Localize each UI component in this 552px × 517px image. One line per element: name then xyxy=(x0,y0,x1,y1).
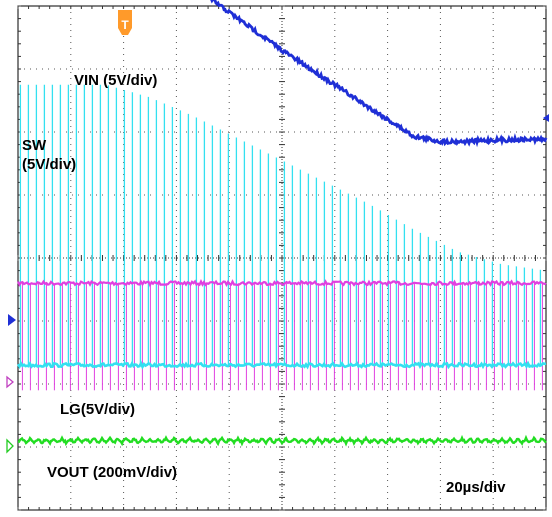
timebase-label: 20µs/div xyxy=(446,479,506,496)
trigger-marker-icon: T xyxy=(118,10,132,35)
ch-ref-arrow-vin-icon xyxy=(8,314,16,326)
vin-label: VIN (5V/div) xyxy=(74,72,158,89)
vin-trace xyxy=(210,0,548,148)
lg-trace xyxy=(16,360,547,370)
lg-label: LG(5V/div) xyxy=(60,401,136,418)
sw-label: SW xyxy=(22,137,47,154)
markers: T xyxy=(6,10,549,454)
grid xyxy=(17,5,547,511)
vout-trace xyxy=(17,434,547,447)
ch-ref-arrow-lg-icon xyxy=(6,375,15,389)
trigger-marker-label: T xyxy=(121,18,129,32)
traces xyxy=(16,0,548,447)
ch-ref-arrow-vout-icon xyxy=(6,438,14,454)
magenta-line xyxy=(17,278,547,288)
sw-scale-label: (5V/div) xyxy=(22,156,77,173)
vout-label: VOUT (200mV/div) xyxy=(47,464,178,481)
trigger-level-arrow-icon xyxy=(543,114,549,122)
magenta-trace xyxy=(17,278,547,391)
